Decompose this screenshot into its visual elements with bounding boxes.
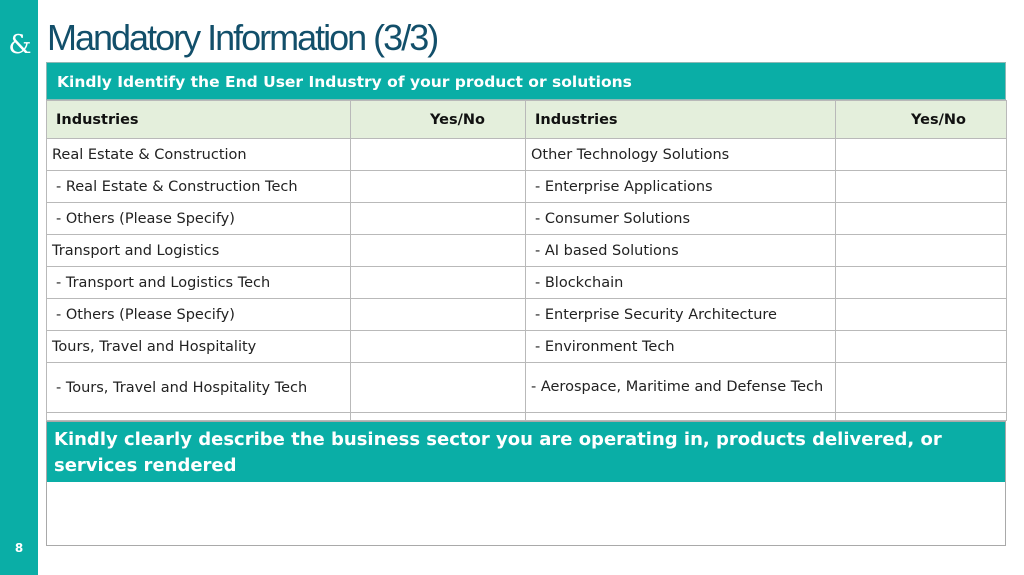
industry-right-cell: - Enterprise Applications — [525, 170, 836, 203]
yesno-left-cell[interactable] — [350, 234, 526, 267]
industry-left-cell: Tours, Travel and Hospitality — [46, 330, 351, 363]
yesno-left-cell[interactable] — [350, 202, 526, 235]
table-row-clipped — [46, 412, 1007, 421]
page-title: Mandatory Information (3/3) — [47, 17, 439, 58]
industry-right-cell: - AI based Solutions — [525, 234, 836, 267]
industry-table-banner: Kindly Identify the End User Industry of… — [46, 62, 1006, 100]
yesno-right-cell[interactable] — [835, 362, 1007, 413]
yesno-left-cell[interactable] — [350, 170, 526, 203]
yesno-left-cell[interactable] — [350, 298, 526, 331]
yesno-left-cell[interactable] — [350, 330, 526, 363]
table-row: - Real Estate & Construction Tech - Ente… — [46, 170, 1007, 203]
industry-left-cell: - Tours, Travel and Hospitality Tech — [46, 362, 351, 413]
industry-left-cell: - Others (Please Specify) — [46, 202, 351, 235]
header-industries-left: Industries — [46, 100, 351, 139]
clipped-cell — [835, 412, 1007, 421]
industry-table: Industries Yes/No Industries Yes/No Real… — [46, 100, 1007, 421]
header-yesno-left: Yes/No — [350, 100, 526, 139]
industry-right-cell: Other Technology Solutions — [525, 138, 836, 171]
ampersand-logo-icon: & — [8, 30, 32, 60]
header-yesno-right: Yes/No — [835, 100, 1007, 139]
industry-left-cell: Transport and Logistics — [46, 234, 351, 267]
clipped-cell — [350, 412, 526, 421]
yesno-right-cell[interactable] — [835, 266, 1007, 299]
table-row: Transport and Logistics - AI based Solut… — [46, 234, 1007, 267]
industry-right-cell: - Environment Tech — [525, 330, 836, 363]
table-row: - Transport and Logistics Tech - Blockch… — [46, 266, 1007, 299]
industry-right-cell: - Consumer Solutions — [525, 202, 836, 235]
table-row: - Tours, Travel and Hospitality Tech - A… — [46, 362, 1007, 413]
industry-table-section: Kindly Identify the End User Industry of… — [46, 62, 1007, 421]
yesno-right-cell[interactable] — [835, 202, 1007, 235]
yesno-left-cell[interactable] — [350, 362, 526, 413]
table-header-row: Industries Yes/No Industries Yes/No — [46, 100, 1007, 139]
page-number: 8 — [14, 541, 24, 555]
yesno-left-cell[interactable] — [350, 266, 526, 299]
industry-left-cell: - Others (Please Specify) — [46, 298, 351, 331]
yesno-right-cell[interactable] — [835, 330, 1007, 363]
table-row: Tours, Travel and Hospitality - Environm… — [46, 330, 1007, 363]
industry-left-cell: - Transport and Logistics Tech — [46, 266, 351, 299]
table-row: - Others (Please Specify) - Enterprise S… — [46, 298, 1007, 331]
side-accent-bar: & 8 — [0, 0, 38, 575]
industry-right-cell: - Aerospace, Maritime and Defense Tech — [525, 362, 836, 413]
clipped-cell — [525, 412, 836, 421]
clipped-cell — [46, 412, 351, 421]
yesno-right-cell[interactable] — [835, 170, 1007, 203]
table-row: - Others (Please Specify) - Consumer Sol… — [46, 202, 1007, 235]
yesno-right-cell[interactable] — [835, 298, 1007, 331]
industry-right-cell: - Enterprise Security Architecture — [525, 298, 836, 331]
yesno-left-cell[interactable] — [350, 138, 526, 171]
industry-left-cell: - Real Estate & Construction Tech — [46, 170, 351, 203]
industry-right-cell: - Blockchain — [525, 266, 836, 299]
table-row: Real Estate & Construction Other Technol… — [46, 138, 1007, 171]
header-industries-right: Industries — [525, 100, 836, 139]
business-description-box: Kindly clearly describe the business sec… — [46, 421, 1006, 546]
business-description-banner: Kindly clearly describe the business sec… — [47, 422, 1005, 482]
business-description-field[interactable] — [47, 482, 1005, 545]
industry-left-cell: Real Estate & Construction — [46, 138, 351, 171]
yesno-right-cell[interactable] — [835, 234, 1007, 267]
yesno-right-cell[interactable] — [835, 138, 1007, 171]
